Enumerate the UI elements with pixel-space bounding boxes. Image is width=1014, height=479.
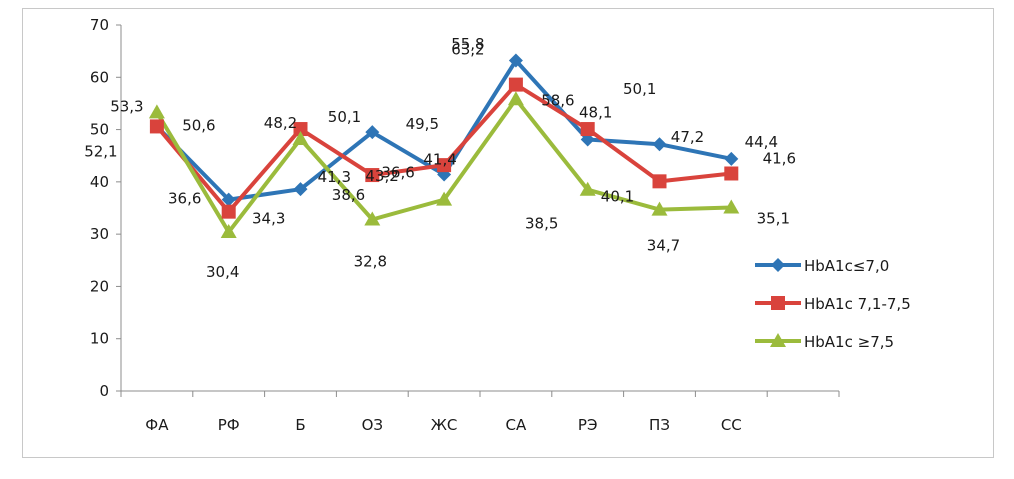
x-tick-label: ЖС xyxy=(431,416,458,434)
series-1-point xyxy=(293,182,308,197)
series-1-point xyxy=(508,53,523,68)
data-label: 35,1 xyxy=(757,209,790,227)
legend-swatch-marker xyxy=(771,258,785,272)
series-2-point xyxy=(437,158,452,173)
series-1-point xyxy=(365,125,380,140)
series-1-point xyxy=(724,151,739,166)
series-2-point xyxy=(652,174,667,189)
y-tick-label: 30 xyxy=(90,225,109,243)
data-label: 47,2 xyxy=(671,128,704,146)
y-tick-label: 40 xyxy=(90,173,109,191)
chart-frame: 0 10 20 30 40 50 60 70 ФА РФ Б ОЗ ЖС СА РЭ ПЗ СС 50,6 36,… xyxy=(22,8,994,458)
legend-swatch-marker xyxy=(771,296,785,310)
series-3-point xyxy=(579,181,596,196)
legend-label: HbA1c 7,1-7,5 xyxy=(804,295,911,313)
y-tick-label: 60 xyxy=(90,68,109,86)
x-tick-label: СА xyxy=(506,416,527,434)
data-label: 43,2 xyxy=(365,167,398,185)
series-3-point xyxy=(364,211,381,226)
series-2-point xyxy=(149,119,164,134)
data-label: 32,8 xyxy=(354,253,387,271)
x-tick-label: ФА xyxy=(145,416,169,434)
data-label: 36,6 xyxy=(168,190,201,208)
x-tick-label: РЭ xyxy=(578,416,598,434)
series-2-point xyxy=(724,166,739,181)
series-3-point xyxy=(148,104,165,119)
data-label: 53,3 xyxy=(110,97,143,115)
x-tick-label: Б xyxy=(295,416,305,434)
x-tick-label: РФ xyxy=(218,416,240,434)
legend: HbA1c≤7,0 HbA1c 7,1-7,5 HbA1c ≥7,5 xyxy=(755,257,911,351)
x-tick-label: ОЗ xyxy=(362,416,383,434)
legend-label: HbA1c≤7,0 xyxy=(804,257,889,275)
y-tick-label: 50 xyxy=(90,121,109,139)
data-label: 49,5 xyxy=(406,115,439,133)
series-1-point xyxy=(652,137,667,152)
data-label: 41,4 xyxy=(423,151,456,169)
y-tick-label: 70 xyxy=(90,16,109,34)
series-markers xyxy=(148,53,740,239)
data-label: 58,6 xyxy=(541,92,574,110)
data-label: 44,4 xyxy=(745,133,778,151)
series-1-point xyxy=(221,192,236,207)
series-3-point xyxy=(220,224,237,239)
x-tick-label: СС xyxy=(721,416,742,434)
data-label: 34,3 xyxy=(252,210,285,228)
data-label: 50,1 xyxy=(623,80,656,98)
data-label: 50,6 xyxy=(182,116,215,134)
series-2-point xyxy=(365,168,380,183)
series-3-point xyxy=(436,191,453,206)
series-2-point xyxy=(221,204,236,219)
y-tick-label: 0 xyxy=(99,382,109,400)
series-3-point xyxy=(651,201,668,216)
series-3-point xyxy=(292,130,309,145)
series-2-point xyxy=(508,77,523,92)
y-tick-label: 20 xyxy=(90,277,109,295)
data-label: 38,5 xyxy=(525,215,558,233)
data-label: 36,6 xyxy=(381,164,414,182)
legend-swatch-marker xyxy=(770,333,786,347)
series-3-point xyxy=(723,199,740,214)
data-labels: 50,6 36,6 38,6 49,5 41,4 63,2 48,1 47,2 44,4 53,3… xyxy=(84,35,796,281)
data-label: 38,6 xyxy=(332,186,365,204)
series-1-point xyxy=(580,132,595,147)
data-label: 48,2 xyxy=(264,114,297,132)
data-label: 48,1 xyxy=(579,104,612,122)
data-label: 52,1 xyxy=(84,142,117,160)
series-3-point xyxy=(507,91,524,106)
x-tick-label: ПЗ xyxy=(649,416,670,434)
series-2-point xyxy=(580,122,595,137)
line-chart: 0 10 20 30 40 50 60 70 ФА РФ Б ОЗ ЖС СА РЭ ПЗ СС 50,6 36,… xyxy=(84,16,911,434)
data-label: 41,3 xyxy=(318,168,351,186)
legend-label: HbA1c ≥7,5 xyxy=(804,333,894,351)
data-label: 55,8 xyxy=(451,35,484,53)
y-tick-label: 10 xyxy=(90,330,109,348)
data-label: 40,1 xyxy=(601,187,634,205)
data-label: 41,6 xyxy=(763,149,796,167)
series-2-point xyxy=(293,122,308,137)
data-label: 50,1 xyxy=(328,108,361,126)
data-label: 63,2 xyxy=(451,41,484,59)
data-label: 34,7 xyxy=(647,237,680,255)
data-label: 30,4 xyxy=(206,263,239,281)
axes: 0 10 20 30 40 50 60 70 ФА РФ Б ОЗ ЖС СА РЭ ПЗ СС xyxy=(90,16,840,434)
